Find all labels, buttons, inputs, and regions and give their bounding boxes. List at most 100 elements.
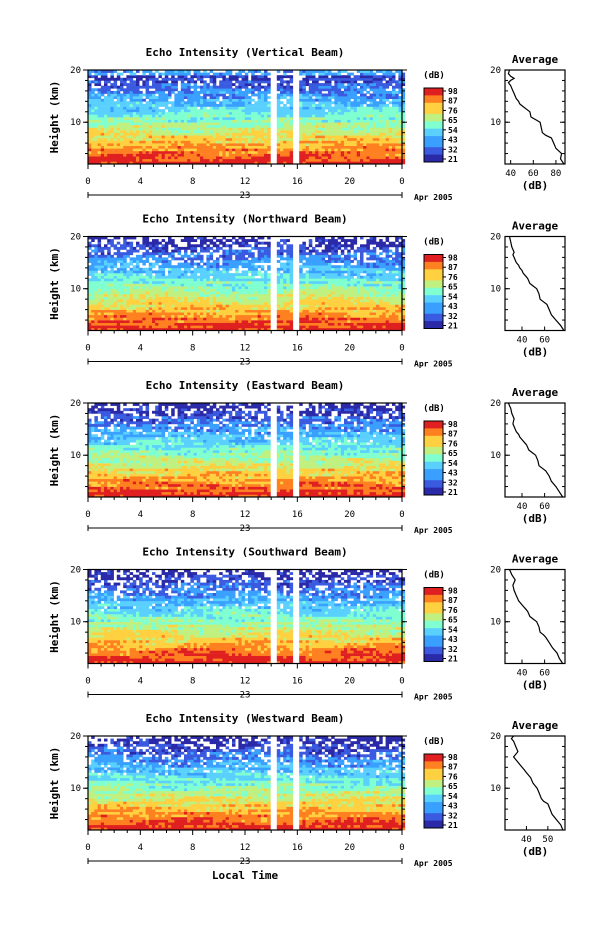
heatmap-cell (206, 325, 210, 328)
heatmap-cell (325, 302, 329, 305)
heatmap-cell (322, 83, 326, 86)
heatmap-cell (366, 130, 370, 133)
heatmap-cell (174, 143, 178, 146)
heatmap-cell (210, 284, 214, 287)
heatmap-cell (248, 135, 252, 138)
heatmap-cell (389, 83, 393, 86)
heatmap-cell (94, 143, 98, 146)
heatmap-cell (347, 96, 351, 99)
heatmap-cell (328, 156, 332, 159)
heatmap-cell (315, 99, 319, 102)
heatmap-cell (315, 122, 319, 125)
heatmap-cell (139, 154, 143, 157)
heatmap-cell (187, 286, 191, 289)
heatmap-cell (242, 125, 246, 128)
heatmap-cell (370, 146, 374, 149)
heatmap-cell (357, 146, 361, 149)
heatmap-cell (338, 141, 342, 144)
heatmap-cell (338, 107, 342, 110)
heatmap-cell (357, 294, 361, 297)
heatmap-cell (213, 120, 217, 123)
heatmap-cell (261, 297, 265, 300)
heatmap-cell (248, 127, 252, 130)
heatmap-cell (341, 148, 345, 151)
heatmap-cell (130, 156, 134, 159)
heatmap-cell (152, 138, 156, 141)
heatmap-cell (322, 112, 326, 115)
heatmap-cell (370, 94, 374, 97)
heatmap-cell (190, 299, 194, 302)
heatmap-cell (162, 291, 166, 294)
heatmap-cell (290, 75, 294, 78)
heatmap-cell (222, 325, 226, 328)
heatmap-cell (248, 310, 252, 313)
heatmap-cell (302, 141, 306, 144)
heatmap-cell (235, 310, 239, 313)
heatmap-cell (379, 133, 383, 136)
heatmap-cell (235, 138, 239, 141)
heatmap-cell (117, 96, 121, 99)
heatmap-cell (114, 286, 118, 289)
heatmap-cell (200, 88, 204, 91)
heatmap-cell (350, 315, 354, 318)
heatmap-cell (334, 88, 338, 91)
heatmap-cell (216, 159, 220, 162)
heatmap-cell (184, 125, 188, 128)
heatmap-cell (232, 114, 236, 117)
heatmap-cell (242, 127, 246, 130)
heatmap-cell (197, 156, 201, 159)
heatmap-cell (386, 73, 390, 76)
heatmap-cell (309, 299, 313, 302)
heatmap-cell (136, 104, 140, 107)
heatmap-cell (136, 289, 140, 292)
heatmap-cell (315, 107, 319, 110)
heatmap-cell (120, 317, 124, 320)
heatmap-cell (350, 86, 354, 89)
heatmap-cell (379, 289, 383, 292)
heatmap-cell (251, 286, 255, 289)
heatmap-cell (206, 320, 210, 323)
heatmap-cell (146, 310, 150, 313)
heatmap-cell (126, 141, 129, 144)
heatmap-cell (213, 307, 217, 310)
heatmap-cell (200, 310, 204, 313)
heatmap-cell (168, 156, 172, 159)
heatmap-cell (357, 143, 361, 146)
heatmap-cell (363, 141, 367, 144)
heatmap-cell (360, 125, 364, 128)
heatmap-cell (162, 315, 166, 318)
heatmap-cell (386, 130, 390, 133)
heatmap-cell (152, 78, 156, 81)
heatmap-cell (184, 120, 188, 123)
heatmap-cell (232, 130, 236, 133)
heatmap-cell (123, 120, 127, 123)
heatmap-cell (213, 141, 217, 144)
heatmap-cell (133, 148, 137, 151)
heatmap-cell (165, 75, 169, 78)
heatmap-cell (242, 289, 246, 292)
heatmap-cell (370, 78, 374, 81)
heatmap-cell (245, 138, 249, 141)
heatmap-cell (235, 96, 239, 99)
heatmap-cell (299, 122, 303, 125)
heatmap-cell (370, 101, 374, 104)
heatmap-cell (190, 284, 194, 287)
heatmap-cell (251, 133, 255, 136)
heatmap-cell (216, 73, 220, 76)
heatmap-cell (168, 294, 172, 297)
heatmap-cell (226, 138, 230, 141)
heatmap-cell (392, 135, 396, 138)
heatmap-cell (331, 125, 335, 128)
heatmap-cell (206, 88, 210, 91)
heatmap-cell (110, 325, 114, 328)
heatmap-cell (363, 317, 367, 320)
heatmap-cell (206, 151, 210, 154)
heatmap-cell (139, 151, 143, 154)
heatmap-cell (91, 96, 95, 99)
heatmap-cell (309, 325, 313, 328)
heatmap-cell (181, 159, 185, 162)
heatmap-cell (232, 75, 236, 78)
heatmap-cell (283, 317, 287, 320)
heatmap-cell (242, 146, 246, 149)
heatmap-cell (245, 127, 249, 130)
